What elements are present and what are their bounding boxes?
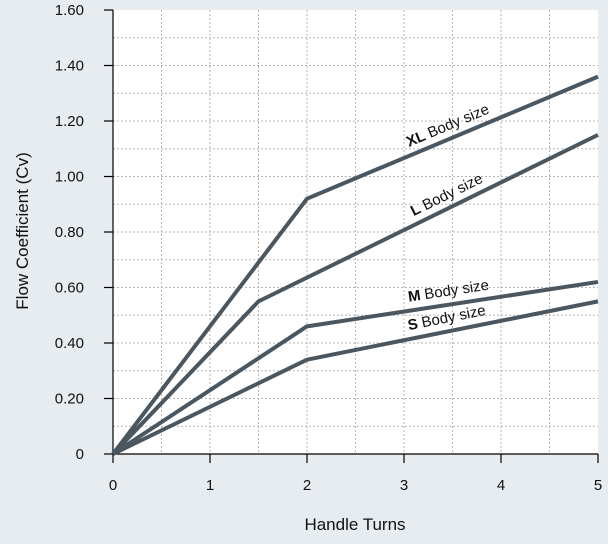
y-tick-label: 0.40 [55,335,84,352]
series-line-m [111,279,599,456]
y-tick-label: 0.80 [55,224,84,241]
y-tick-label: 1.40 [55,58,84,75]
series-line-l [111,133,599,456]
y-tick-label: 1.00 [55,169,84,186]
x-tick-label: 2 [303,477,311,494]
series-line-s [112,299,599,456]
x-tick-label: 1 [206,477,214,494]
x-tick-label: 3 [400,477,408,494]
x-tick-label: 4 [497,477,505,494]
y-tick-label: 0.60 [55,280,84,297]
axis-layer: 0 0.20 0.40 0.60 0.80 1.00 1.20 1.40 1.60 0 1 2 3 4 5 [55,2,602,494]
y-tick-label: 0 [76,446,84,463]
series-label-size-code: XL [404,128,428,151]
x-tick-label: 5 [594,477,602,494]
grid-layer [113,10,598,454]
y-tick-label: 0.20 [55,391,84,408]
y-tick-label: 1.60 [55,2,84,19]
x-axis-title: Handle Turns [304,515,405,534]
series-label-size-code: M [407,287,422,306]
x-tick-label: 0 [109,477,117,494]
series-layer [111,74,599,456]
series-line-xl [111,74,599,456]
series-label-size-code: S [406,316,419,335]
y-axis-title: Flow Coefficient (Cv) [13,152,32,309]
y-tick-label: 1.20 [55,113,84,130]
